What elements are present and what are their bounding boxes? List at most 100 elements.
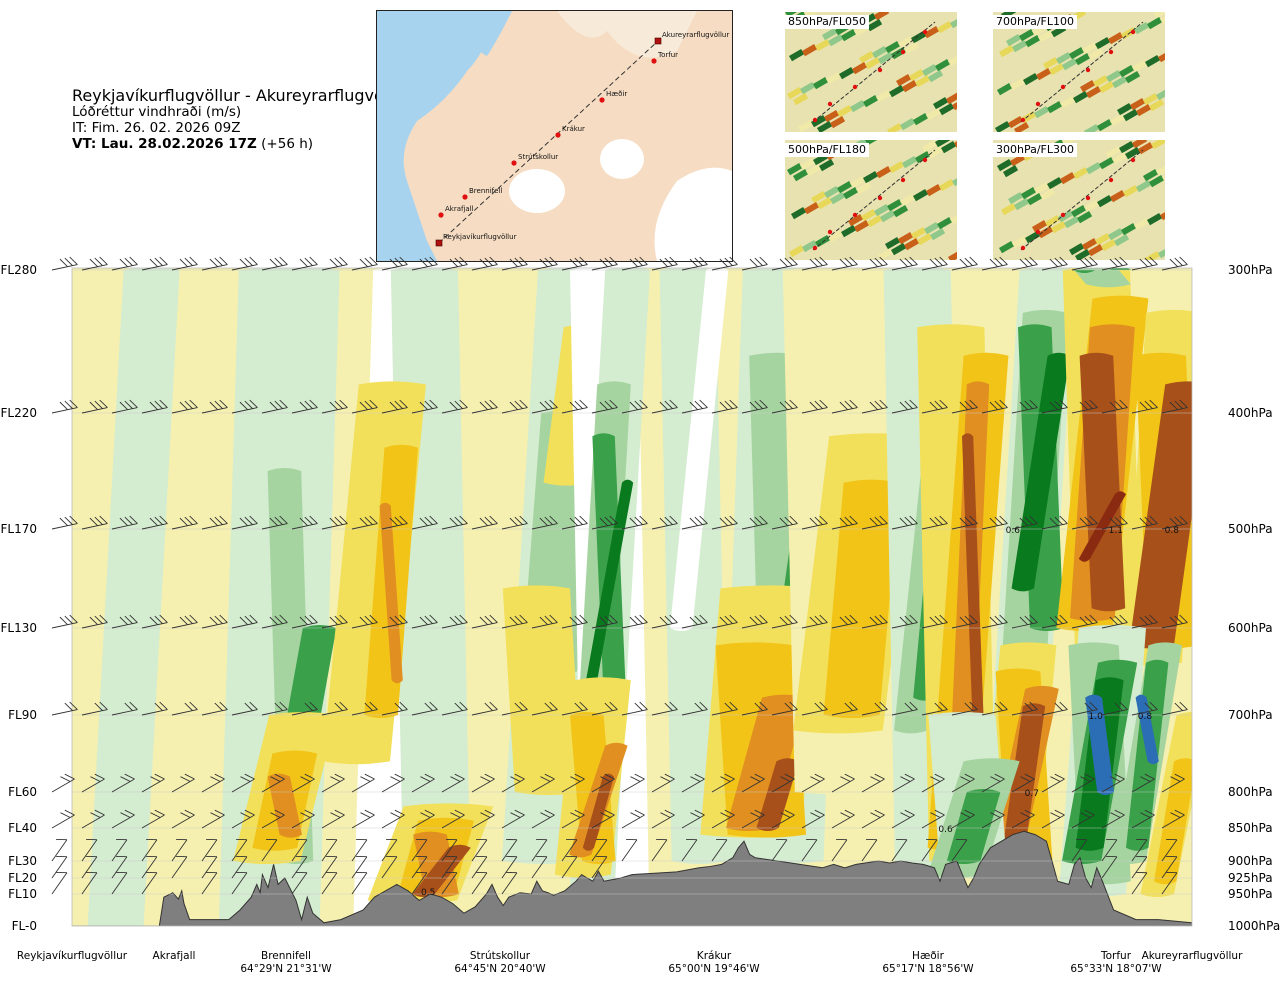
- wind-barb: [1011, 256, 1038, 271]
- wind-barb-feather: [484, 516, 493, 525]
- wind-barb-feather: [519, 701, 528, 710]
- wind-barb-feather: [694, 702, 703, 711]
- thumbnail-texture: [926, 108, 942, 121]
- wind-barb: [921, 256, 948, 271]
- thumbnail-300hpa[interactable]: 300hPa/FL300: [993, 140, 1165, 260]
- wind-barb-feather: [929, 517, 938, 526]
- wind-barb: [441, 614, 468, 629]
- wind-barb-feather: [629, 258, 638, 267]
- wind-barb-feather: [269, 401, 278, 410]
- wind-barb-feather: [604, 773, 615, 780]
- wind-barb-feather: [389, 517, 398, 526]
- wind-barb-feather: [1170, 776, 1181, 782]
- wind-barb-shaft: [291, 264, 318, 271]
- wind-barb-feather: [989, 616, 998, 625]
- wind-barb: [1011, 701, 1038, 716]
- wind-barb-feather: [94, 773, 105, 780]
- wind-barb-feather: [994, 257, 1003, 266]
- wind-barb-feather: [900, 812, 911, 818]
- wind-barb-feather: [849, 256, 858, 265]
- wind-barb-feather: [1144, 773, 1155, 780]
- wind-barb-feather: [1169, 616, 1178, 625]
- wind-barb-feather: [129, 399, 138, 408]
- wind-barb-shaft: [771, 778, 795, 793]
- wind-barb: [231, 515, 258, 530]
- wind-barb-feather: [1119, 515, 1128, 524]
- thumbnail-texture: [930, 228, 946, 241]
- thumbnail-texture: [917, 233, 933, 246]
- thumbnail-texture: [811, 115, 827, 128]
- wind-barb-feather: [549, 256, 558, 265]
- wind-barb: [171, 515, 198, 530]
- wind-barb: [381, 839, 398, 862]
- wind-barb-feather: [750, 776, 761, 782]
- wind-barb-feather: [844, 773, 855, 780]
- wind-barb-shaft: [261, 839, 278, 862]
- thumbnail-texture: [887, 123, 903, 132]
- wind-barb: [861, 809, 885, 829]
- wind-barb-shaft: [531, 709, 558, 716]
- wind-barb-feather: [870, 776, 881, 782]
- wind-barb: [51, 256, 78, 271]
- wind-barb-feather: [479, 258, 488, 267]
- wind-barb-feather: [904, 702, 913, 711]
- valid-time-offset: (+56 h): [261, 136, 314, 152]
- wind-barb: [411, 856, 428, 879]
- wind-barb: [321, 773, 345, 793]
- wind-barb-shaft: [441, 709, 468, 716]
- x-location-label: Brennifell 64°29'N 21°31'W: [240, 950, 331, 976]
- wind-barb-feather: [639, 256, 648, 265]
- wind-barb: [471, 515, 498, 530]
- wind-barb-feather: [1050, 812, 1061, 818]
- thumbnail-route-point: [1130, 157, 1136, 163]
- x-location-label: Hæðir 65°17'N 18°56'W: [882, 950, 973, 976]
- thumbnail-texture: [1086, 86, 1102, 99]
- wind-barb-feather: [1174, 516, 1183, 525]
- init-time: IT: Fim. 26. 02. 2026 09Z: [72, 120, 241, 136]
- wind-barb: [681, 256, 708, 271]
- thumbnail-700hpa[interactable]: 700hPa/FL100: [993, 12, 1165, 132]
- wind-barb-feather: [489, 256, 498, 265]
- thumbnail-texture: [800, 82, 816, 95]
- wind-barb-feather: [299, 258, 308, 267]
- thumbnail-texture: [787, 163, 803, 176]
- wind-barb: [561, 809, 585, 829]
- wind-barb-feather: [839, 258, 848, 267]
- wind-barb: [501, 399, 528, 414]
- wind-barb-feather: [329, 258, 338, 267]
- wind-barb-shaft: [711, 778, 735, 793]
- wind-barb: [201, 773, 225, 793]
- wind-barb-shaft: [711, 407, 738, 414]
- wind-barb-shaft: [231, 622, 258, 629]
- wind-barb: [111, 856, 128, 879]
- wind-barb-feather: [690, 776, 701, 782]
- wind-barb-shaft: [291, 709, 318, 716]
- map-point-label: Strútskollur: [518, 153, 558, 161]
- wind-barb-feather: [1114, 615, 1123, 624]
- thumbnail-500hpa[interactable]: 500hPa/FL180: [785, 140, 957, 260]
- wind-barb-feather: [1029, 256, 1038, 265]
- wind-barb-shaft: [921, 622, 948, 629]
- wind-barb-shaft: [1161, 856, 1178, 879]
- thumbnail-850hpa[interactable]: 850hPa/FL050: [785, 12, 957, 132]
- wind-barb: [411, 701, 438, 716]
- wind-barb-feather: [1149, 614, 1158, 623]
- wind-barb-feather: [789, 399, 798, 408]
- wind-barb-feather: [159, 614, 168, 623]
- wind-barb: [351, 399, 378, 414]
- wind-barb: [291, 256, 318, 271]
- thumbnail-texture: [1023, 73, 1039, 86]
- wind-barb-shaft: [1101, 523, 1128, 530]
- wind-barb-feather: [1089, 256, 1098, 265]
- wind-barb-feather: [390, 812, 401, 818]
- route-map-canvas: ReykjavíkurflugvöllurAkrafjallBrennifell…: [377, 11, 732, 261]
- valid-time-bold: VT: Lau. 28.02.2026 17Z: [72, 136, 257, 152]
- wind-barb-feather: [969, 701, 978, 710]
- thumbnail-texture: [902, 80, 918, 93]
- wind-barb-feather: [990, 812, 1001, 818]
- wind-barb-shaft: [411, 264, 438, 271]
- wind-barb: [411, 399, 438, 414]
- wind-barb: [171, 856, 188, 879]
- wind-barb-shaft: [501, 407, 528, 414]
- wind-barb-shaft: [621, 407, 648, 414]
